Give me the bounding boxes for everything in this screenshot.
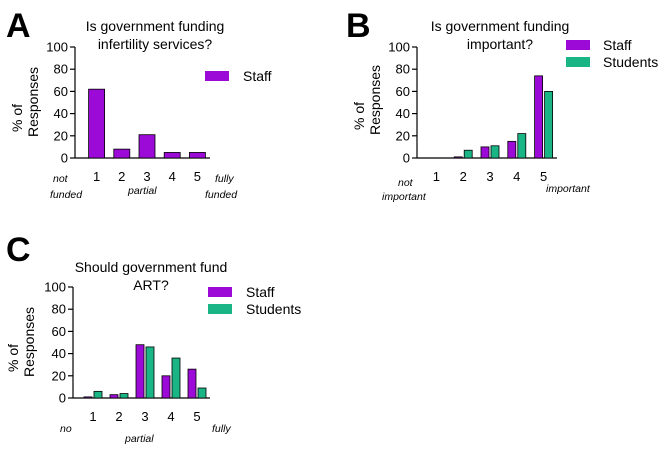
y-tick-label: 100 <box>44 280 66 295</box>
annotation-partial: partial <box>127 185 157 197</box>
y-tick-label: 40 <box>52 346 66 361</box>
x-tick-label: 4 <box>513 169 520 184</box>
x-tick-label: 1 <box>433 169 440 184</box>
x-tick-label: 5 <box>194 169 201 184</box>
bar-students-cat-3 <box>490 145 500 159</box>
annotation-not: not <box>53 173 69 185</box>
bar-staff-cat-2 <box>453 156 463 159</box>
legend-swatch-staff <box>566 40 590 50</box>
bar-students-cat-2 <box>463 149 473 159</box>
bar-staff-cat-4 <box>507 140 517 159</box>
bar-students-cat-1 <box>93 390 103 399</box>
bar-staff-cat-1 <box>83 396 93 399</box>
bar-staff-cat-2 <box>113 148 131 159</box>
x-tick-label: 2 <box>460 169 467 184</box>
bar-students-cat-5 <box>544 91 553 159</box>
plot-area: 0 20 40 60 80 100 1 2 3 4 5 <box>46 40 210 184</box>
x-tick-label: 3 <box>486 169 493 184</box>
bar-staff-cat-4 <box>161 375 171 399</box>
annotation-important: important <box>546 183 591 195</box>
bar-staff-cat-4 <box>163 152 181 159</box>
bar-staff-cat-3 <box>138 134 156 159</box>
legend-label-staff: Staff <box>246 284 275 300</box>
annotation-no: no <box>60 423 72 435</box>
legend-label-students: Students <box>246 301 301 317</box>
y-tick-label: 80 <box>52 302 66 317</box>
y-tick-label: 0 <box>59 391 66 406</box>
x-tick-label: 4 <box>167 409 174 424</box>
bar-staff-cat-2 <box>109 394 119 399</box>
x-tick-label: 3 <box>141 409 148 424</box>
panel-c: C Should government fund ART? % of Respo… <box>5 231 301 445</box>
panel-a: A Is government funding infertility serv… <box>6 7 272 201</box>
y-axis-label-line-1: % of <box>351 102 367 130</box>
bar-staff-cat-5 <box>187 368 197 399</box>
chart-title-line-2: important? <box>467 36 533 52</box>
panel-b: B Is government funding important? % of … <box>346 7 658 203</box>
x-tick-label: 2 <box>115 409 122 424</box>
y-tick-label: 20 <box>396 128 410 143</box>
chart-title-line-2: infertility services? <box>98 36 213 52</box>
legend-swatch-students <box>208 304 232 314</box>
x-tick-label: 5 <box>540 169 547 184</box>
annotation-funded-left: funded <box>50 189 83 201</box>
chart-title-line-1: Is government funding <box>431 18 570 34</box>
legend-label-students: Students <box>603 54 658 70</box>
y-tick-label: 40 <box>396 106 410 121</box>
panel-label: A <box>6 7 31 45</box>
y-tick-label: 60 <box>54 84 68 99</box>
x-tick-label: 4 <box>169 169 176 184</box>
plot-area: 0 20 40 60 80 100 1 2 3 4 5 <box>388 40 557 184</box>
y-tick-label: 100 <box>46 40 68 55</box>
x-tick-label: 5 <box>193 409 200 424</box>
chart-title-line-2: ART? <box>133 277 169 293</box>
bar-staff-cat-5 <box>188 152 206 159</box>
y-tick-label: 80 <box>54 62 68 77</box>
bar-students-cat-4 <box>517 133 527 159</box>
y-tick-label: 20 <box>54 128 68 143</box>
y-tick-label: 20 <box>52 368 66 383</box>
bar-students-cat-2 <box>119 393 129 399</box>
chart-title-line-1: Is government funding <box>86 18 225 34</box>
annotation-funded-right: funded <box>205 189 238 201</box>
annotation-fully: fully <box>212 423 231 435</box>
bar-staff-cat-1 <box>88 88 105 159</box>
y-tick-label: 0 <box>61 151 68 166</box>
y-tick-label: 80 <box>396 62 410 77</box>
y-tick-label: 60 <box>396 84 410 99</box>
y-axis-label-line-2: Responses <box>25 67 41 137</box>
annotation-not: not <box>398 177 414 189</box>
x-tick-label: 2 <box>118 169 125 184</box>
legend-swatch-staff <box>208 287 232 297</box>
x-tick-label: 1 <box>93 169 100 184</box>
x-tick-label: 3 <box>143 169 150 184</box>
y-tick-label: 0 <box>403 151 410 166</box>
legend-label-staff: Staff <box>243 68 272 84</box>
y-axis-label-line-2: Responses <box>367 65 383 135</box>
legend-swatch-staff <box>205 71 229 81</box>
y-axis-label-line-1: % of <box>5 344 21 372</box>
bar-staff-cat-3 <box>480 146 490 159</box>
y-tick-label: 40 <box>54 106 68 121</box>
y-tick-label: 60 <box>52 324 66 339</box>
chart-title-line-1: Should government fund <box>75 259 228 275</box>
y-axis-label-line-1: % of <box>9 104 25 132</box>
annotation-fully: fully <box>215 173 234 185</box>
y-tick-label: 100 <box>388 40 410 55</box>
plot-area: 0 20 40 60 80 100 1 2 3 4 5 <box>44 280 210 424</box>
bar-staff-cat-3 <box>135 344 145 399</box>
legend-swatch-students <box>566 57 590 67</box>
panel-label: B <box>346 7 371 45</box>
bar-students-cat-3 <box>145 346 155 399</box>
legend-label-staff: Staff <box>603 37 632 53</box>
panel-label: C <box>6 231 31 269</box>
annotation-not-important: important <box>382 191 427 203</box>
y-axis-label-line-2: Responses <box>21 307 37 377</box>
bar-students-cat-5 <box>197 387 207 399</box>
x-tick-label: 1 <box>89 409 96 424</box>
annotation-partial: partial <box>124 433 154 445</box>
bar-staff-cat-5 <box>534 75 543 159</box>
bar-students-cat-4 <box>171 357 181 399</box>
